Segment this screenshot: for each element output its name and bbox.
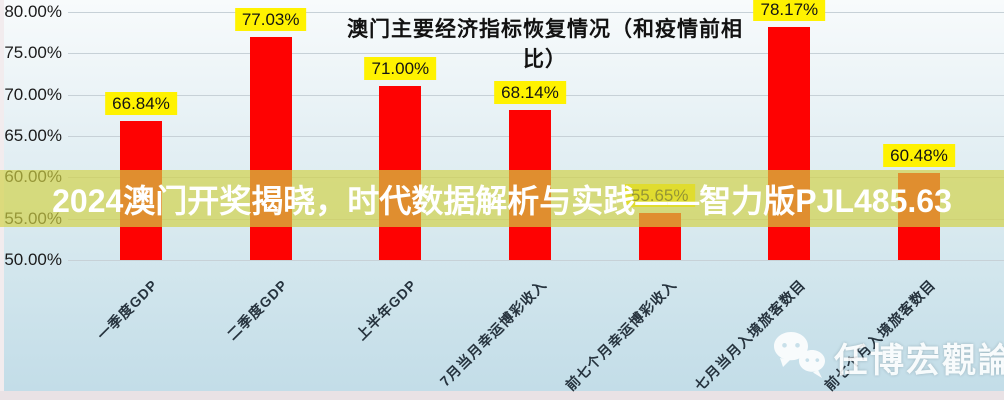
- watermark: 任博宏觀論道: [770, 330, 1004, 385]
- bar-value-label: 66.84%: [105, 91, 177, 115]
- watermark-text: 任博宏觀論道: [834, 342, 1004, 380]
- overlay-banner-text: 2024澳门开奖揭晓，时代数据解析与实践——智力版PJL485.63: [52, 182, 952, 219]
- y-tick-label: 80.00%: [4, 2, 62, 21]
- bar-value-label: 68.14%: [494, 81, 566, 105]
- gridline: [68, 12, 1004, 13]
- bar-value-label: 71.00%: [364, 57, 437, 81]
- y-tick-label: 70.00%: [4, 84, 62, 104]
- overlay-banner: 2024澳门开奖揭晓，时代数据解析与实践——智力版PJL485.63: [0, 170, 1004, 227]
- x-tick-label: 7月当月幸运博彩收入: [436, 276, 550, 390]
- gridline: [68, 53, 1004, 55]
- y-tick-label: 65.00%: [4, 126, 62, 145]
- bar-value-label: 78.17%: [753, 0, 826, 22]
- bar-value-label: 60.48%: [883, 144, 955, 168]
- wechat-icon: [770, 330, 828, 385]
- y-tick-label: 75.00%: [4, 43, 62, 63]
- x-tick-label: 前七个月幸运博彩收入: [561, 276, 680, 394]
- bar-value-label: 77.03%: [234, 7, 307, 31]
- y-tick-label: 50.00%: [4, 250, 62, 269]
- page-edge-bottom: [0, 391, 1004, 400]
- x-tick-label: 上半年GDP: [353, 276, 420, 344]
- x-tick-label: 二季度GDP: [223, 276, 291, 344]
- chart-title: 澳门主要经济指标恢复情况（和疫情前相比）: [347, 18, 743, 71]
- x-tick-label: 一季度GDP: [93, 276, 161, 344]
- gridline: [68, 260, 1004, 261]
